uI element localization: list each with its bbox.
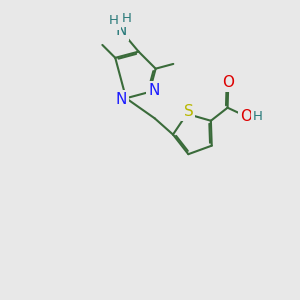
Text: H: H: [253, 110, 262, 123]
Text: N: N: [148, 83, 160, 98]
Text: O: O: [222, 75, 234, 90]
Text: O: O: [240, 109, 252, 124]
Text: H: H: [122, 11, 132, 25]
Text: H: H: [109, 14, 119, 28]
Text: N: N: [115, 23, 127, 38]
Text: S: S: [184, 104, 193, 119]
Text: N: N: [116, 92, 128, 107]
